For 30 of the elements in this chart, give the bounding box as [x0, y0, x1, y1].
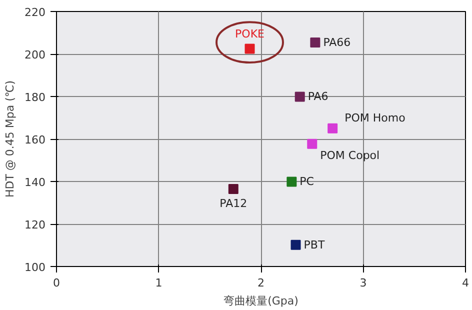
x-axis-title: 弯曲模量(Gpa) [224, 294, 298, 308]
y-tick-label: 220 [24, 6, 46, 19]
point [290, 240, 301, 250]
series-label: PA6 [308, 90, 328, 104]
y-axis-title: HDT @ 0.45 Mpa (℃) [4, 80, 17, 198]
y-tick-label: 160 [24, 134, 46, 146]
series-label: POM Copol [320, 148, 380, 162]
point [244, 44, 255, 54]
series-label: POKE [235, 28, 265, 41]
point [310, 38, 320, 48]
y-tick-label: 140 [24, 176, 46, 189]
y-tick-label: 200 [24, 48, 46, 62]
y-tick-label: 120 [24, 218, 46, 232]
point [328, 123, 338, 134]
x-tick-label: 0 [53, 276, 60, 290]
series-label: PC [300, 175, 314, 188]
x-tick-label: 2 [258, 276, 264, 290]
series-label: PA66 [323, 36, 351, 50]
point [307, 138, 318, 149]
series-label: POM Homo [344, 111, 406, 124]
y-tick-label: 100 [24, 261, 46, 274]
y-tick-label: 180 [24, 91, 46, 104]
x-tick-label: 4 [462, 276, 469, 290]
x-tick-label: 1 [155, 276, 162, 290]
point [286, 176, 297, 187]
point [228, 184, 238, 194]
series-label: PBT [304, 238, 325, 252]
point [294, 92, 305, 102]
series-label: PA12 [220, 196, 248, 210]
x-tick-label: 3 [360, 276, 367, 290]
